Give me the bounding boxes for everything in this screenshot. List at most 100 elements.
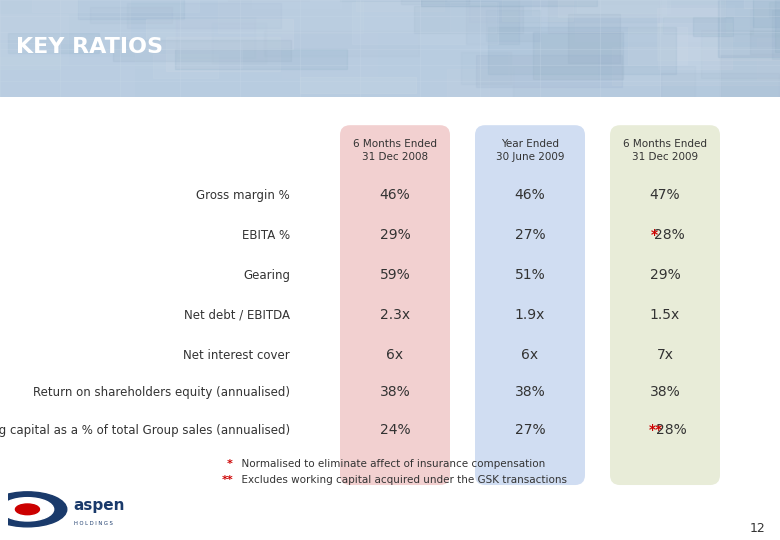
FancyBboxPatch shape <box>610 125 720 485</box>
Text: 51%: 51% <box>515 268 545 282</box>
Bar <box>658 23 732 69</box>
Bar <box>99 44 172 75</box>
Text: 59%: 59% <box>380 268 410 282</box>
Bar <box>754 0 780 17</box>
Bar <box>228 0 309 1</box>
FancyBboxPatch shape <box>475 125 585 485</box>
Bar <box>488 28 676 75</box>
Bar <box>469 0 660 22</box>
Bar <box>466 0 519 44</box>
Bar <box>282 30 377 78</box>
Bar <box>757 38 780 80</box>
Circle shape <box>2 498 54 521</box>
Bar <box>657 8 780 60</box>
Text: Gearing: Gearing <box>243 268 290 282</box>
Bar <box>264 31 420 56</box>
Text: Net interest cover: Net interest cover <box>183 349 290 362</box>
Text: Gross margin %: Gross margin % <box>197 188 290 201</box>
Bar <box>662 17 753 34</box>
Text: aspen: aspen <box>73 498 125 513</box>
Text: 27%: 27% <box>515 228 545 242</box>
Text: 12: 12 <box>750 522 766 535</box>
Text: 38%: 38% <box>650 385 680 399</box>
Bar <box>720 55 780 99</box>
Bar <box>577 0 670 13</box>
Bar <box>502 0 573 21</box>
Bar <box>0 57 134 102</box>
Text: KEY RATIOS: KEY RATIOS <box>16 37 162 57</box>
Bar <box>769 2 780 17</box>
Bar <box>569 15 620 63</box>
Bar <box>486 10 540 40</box>
Bar <box>700 30 780 78</box>
Bar <box>401 0 470 4</box>
Bar <box>0 0 80 43</box>
Bar <box>450 2 496 33</box>
Bar <box>750 30 780 53</box>
Text: *: * <box>651 228 658 242</box>
Text: 47%: 47% <box>650 188 680 202</box>
Bar <box>78 0 183 19</box>
Bar <box>32 0 199 12</box>
Bar <box>512 66 694 100</box>
Bar <box>730 26 780 41</box>
Bar <box>693 17 733 36</box>
Bar <box>176 17 255 58</box>
Bar <box>575 5 734 42</box>
Text: **: ** <box>222 475 233 485</box>
Bar <box>253 0 341 8</box>
Circle shape <box>16 504 40 515</box>
Text: EBITA %: EBITA % <box>242 228 290 241</box>
Bar <box>431 79 564 102</box>
Bar <box>136 43 242 69</box>
Bar <box>447 69 489 106</box>
Bar <box>420 0 597 6</box>
Bar <box>532 0 666 15</box>
Bar <box>518 0 654 4</box>
Text: Working capital as a % of total Group sales (annualised): Working capital as a % of total Group sa… <box>0 423 290 436</box>
Bar <box>775 0 780 52</box>
Text: Year Ended
30 June 2009: Year Ended 30 June 2009 <box>496 139 564 162</box>
Bar <box>153 55 218 78</box>
Bar <box>628 28 686 65</box>
Text: Return on shareholders equity (annualised): Return on shareholders equity (annualise… <box>33 386 290 399</box>
Text: 28%: 28% <box>656 423 686 437</box>
Bar <box>476 55 622 86</box>
Text: 46%: 46% <box>515 188 545 202</box>
Bar <box>612 47 780 85</box>
Bar <box>218 0 363 33</box>
Bar <box>300 77 416 93</box>
Bar <box>772 10 780 59</box>
FancyBboxPatch shape <box>340 125 450 485</box>
Bar <box>126 3 281 28</box>
Bar <box>414 6 523 33</box>
Text: 38%: 38% <box>515 385 545 399</box>
Bar <box>165 37 280 71</box>
Bar <box>718 0 780 57</box>
Text: H O L D I N G S: H O L D I N G S <box>74 522 113 526</box>
Bar <box>113 39 291 60</box>
Text: 1.5x: 1.5x <box>650 308 680 322</box>
Bar <box>753 0 780 26</box>
Bar <box>176 49 347 69</box>
Text: 7x: 7x <box>657 348 673 362</box>
Text: 2.3x: 2.3x <box>380 308 410 322</box>
Bar <box>0 14 68 64</box>
Text: *: * <box>227 459 233 469</box>
Text: 6x: 6x <box>386 348 403 362</box>
Text: 28%: 28% <box>654 228 684 242</box>
Text: 6 Months Ended
31 Dec 2008: 6 Months Ended 31 Dec 2008 <box>353 139 437 162</box>
Text: **: ** <box>649 423 663 437</box>
Bar <box>533 32 622 79</box>
Bar <box>750 9 780 36</box>
Text: 38%: 38% <box>380 385 410 399</box>
Text: Excludes working capital acquired under the GSK transactions: Excludes working capital acquired under … <box>235 475 567 485</box>
Text: 24%: 24% <box>380 423 410 437</box>
Text: 46%: 46% <box>380 188 410 202</box>
Bar <box>661 73 779 106</box>
Bar <box>548 0 725 32</box>
Bar <box>352 3 498 44</box>
Bar <box>0 43 60 69</box>
Bar <box>212 23 266 63</box>
Bar <box>8 32 99 53</box>
